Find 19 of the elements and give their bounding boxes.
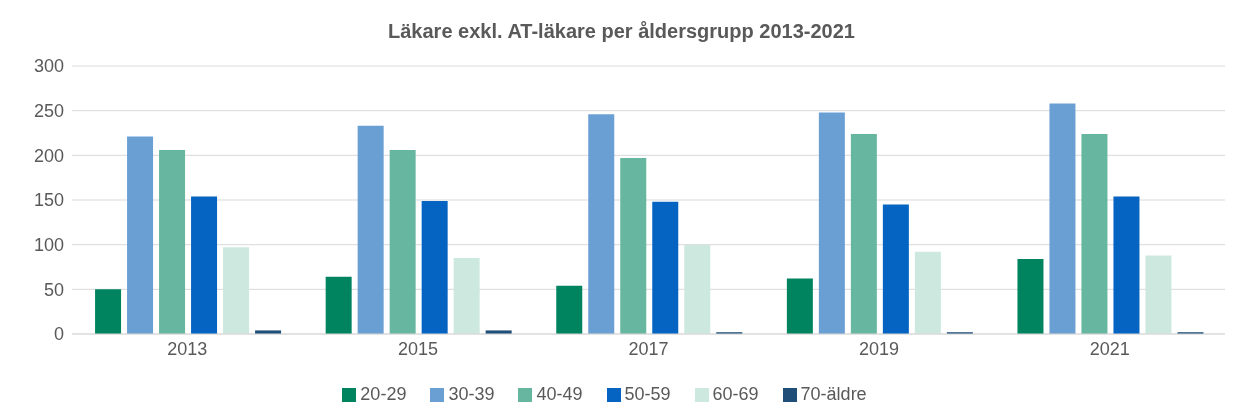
y-tick-label: 150 [33,190,64,211]
chart-title: Läkare exkl. AT-läkare per åldersgrupp 2013-2021 [387,19,856,44]
y-tick-label: 0 [53,324,64,345]
y-tick-label: 200 [33,145,64,166]
y-tick-label: 50 [43,279,64,300]
legend-label: 20-29 [360,384,407,404]
y-tick-label: 250 [33,101,64,122]
legend-label: 50-59 [624,384,671,404]
x-tick-label: 2017 [628,338,669,359]
legend-label: 70-äldre [800,384,867,404]
x-tick-label: 2021 [1089,338,1130,359]
legend-label: 60-69 [712,384,759,404]
x-tick-label: 2015 [397,338,438,359]
legend-label: 30-39 [448,384,495,404]
y-tick-label: 300 [33,56,64,77]
x-tick-label: 2019 [859,338,900,359]
legend-label: 40-49 [536,384,583,404]
x-tick-label: 2013 [167,338,208,359]
y-tick-label: 100 [33,235,64,256]
